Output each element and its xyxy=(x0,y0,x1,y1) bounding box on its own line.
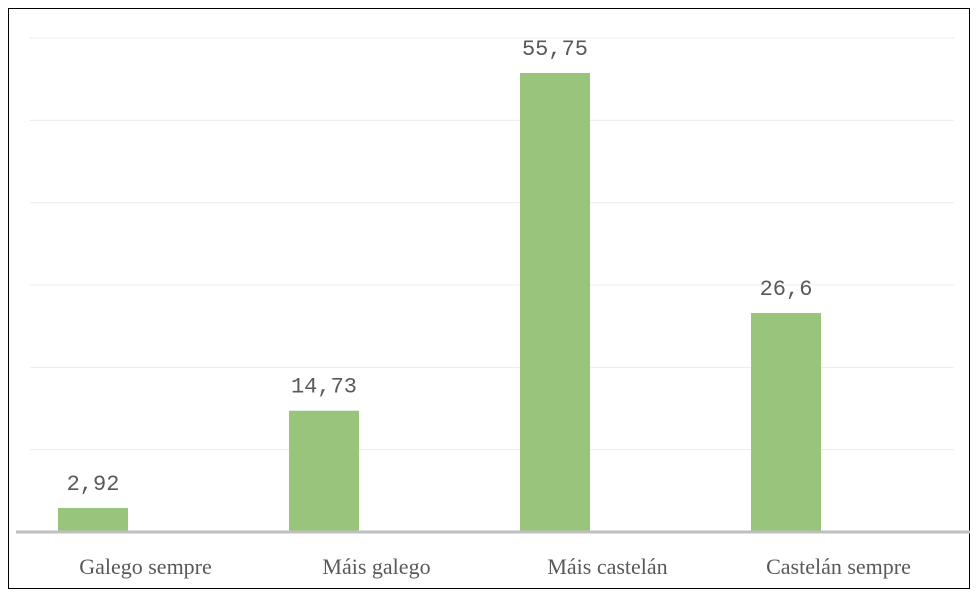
x-tick-label: Máis castelán xyxy=(547,554,667,579)
bar xyxy=(58,507,128,532)
value-label: 14,73 xyxy=(291,375,357,400)
value-label: 55,75 xyxy=(522,37,588,62)
x-tick-label: Galego sempre xyxy=(79,554,212,579)
chart-border xyxy=(8,8,970,589)
x-tick-label: Castelán sempre xyxy=(766,554,911,579)
x-tick-label: Máis galego xyxy=(322,554,430,579)
bar xyxy=(751,312,821,532)
value-label: 2,92 xyxy=(67,472,120,497)
bar xyxy=(289,410,359,532)
bar xyxy=(520,72,590,532)
value-label: 26,6 xyxy=(760,277,813,302)
